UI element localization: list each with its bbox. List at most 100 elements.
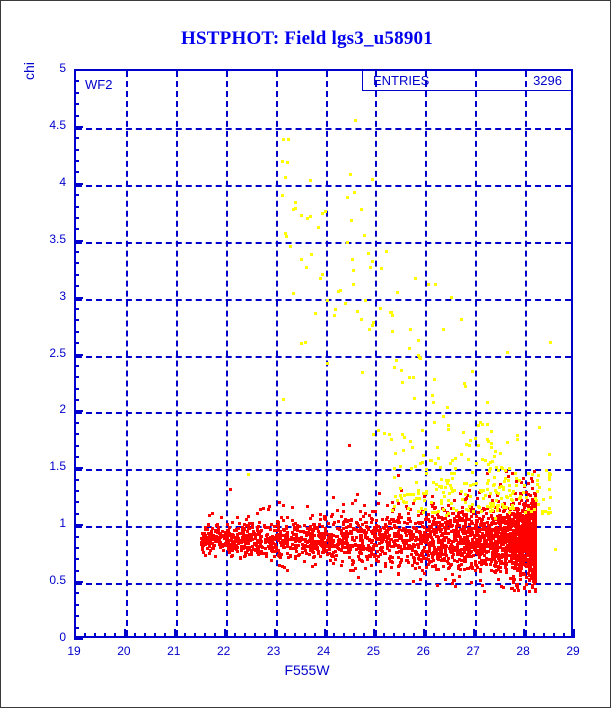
- data-point: [481, 517, 485, 521]
- x-tick: [563, 633, 566, 638]
- data-point: [274, 534, 278, 538]
- data-point: [519, 574, 523, 578]
- data-point: [437, 456, 441, 460]
- data-point: [376, 502, 380, 506]
- data-point: [411, 375, 415, 379]
- data-point: [243, 526, 247, 530]
- data-point: [414, 521, 418, 525]
- data-point: [414, 530, 418, 534]
- data-point: [530, 510, 534, 513]
- data-point: [305, 551, 309, 555]
- data-point: [292, 525, 296, 529]
- data-point: [503, 540, 507, 544]
- data-point: [485, 437, 489, 441]
- data-point: [387, 433, 391, 437]
- data-point: [279, 537, 283, 541]
- data-point: [548, 507, 552, 511]
- data-point: [440, 486, 444, 490]
- data-point: [328, 558, 332, 562]
- data-point: [409, 553, 413, 557]
- data-point: [431, 520, 435, 524]
- data-point: [205, 546, 209, 550]
- data-point: [463, 555, 467, 559]
- data-point: [482, 527, 486, 531]
- data-point: [474, 560, 478, 564]
- data-point: [445, 514, 449, 518]
- data-point: [517, 497, 521, 501]
- data-point: [452, 545, 456, 549]
- data-point: [214, 537, 218, 541]
- data-point: [491, 521, 495, 525]
- data-point: [370, 532, 374, 536]
- data-point: [229, 546, 233, 550]
- data-point: [226, 528, 230, 532]
- data-point: [317, 540, 321, 544]
- y-tick: [74, 160, 79, 163]
- data-point: [438, 485, 442, 489]
- y-tick: [74, 205, 79, 208]
- data-point: [475, 497, 479, 501]
- data-point: [418, 553, 422, 557]
- data-point: [494, 516, 498, 520]
- data-point: [432, 558, 436, 562]
- data-point: [521, 508, 525, 512]
- data-point: [469, 520, 473, 524]
- y-tick: [74, 478, 79, 481]
- data-point: [432, 543, 436, 547]
- data-point: [421, 511, 425, 515]
- data-point: [457, 542, 461, 546]
- data-point: [246, 514, 250, 518]
- data-point: [340, 545, 344, 549]
- data-point: [247, 547, 251, 551]
- data-point: [500, 503, 504, 507]
- data-point: [443, 558, 447, 562]
- data-point: [310, 548, 314, 552]
- data-point: [481, 531, 485, 535]
- data-point: [273, 524, 277, 528]
- data-point: [490, 557, 494, 561]
- data-point: [436, 446, 440, 450]
- data-point: [478, 506, 482, 510]
- data-point: [465, 508, 469, 512]
- y-tick-label: 4.5: [49, 117, 66, 132]
- data-point: [460, 518, 464, 522]
- data-point: [489, 560, 493, 564]
- data-point: [507, 528, 511, 532]
- data-point: [531, 584, 535, 588]
- data-point: [331, 542, 335, 546]
- data-point: [453, 549, 457, 553]
- data-point: [269, 535, 273, 539]
- data-point: [497, 540, 501, 544]
- data-point: [207, 542, 211, 546]
- data-point: [313, 554, 317, 558]
- data-point: [347, 543, 351, 547]
- x-tick: [293, 633, 296, 638]
- data-point: [447, 514, 451, 518]
- data-point: [235, 536, 239, 540]
- data-point: [460, 528, 464, 532]
- data-point: [523, 530, 527, 534]
- data-point: [531, 501, 535, 505]
- data-point: [519, 540, 523, 544]
- data-point: [330, 544, 334, 548]
- data-point: [525, 521, 529, 525]
- data-point: [324, 533, 328, 537]
- y-tick: [74, 444, 79, 447]
- data-point: [398, 537, 402, 541]
- data-point: [505, 526, 509, 530]
- data-point: [525, 504, 529, 508]
- data-point: [378, 491, 382, 495]
- data-point: [505, 506, 509, 510]
- data-point: [533, 507, 537, 511]
- data-point: [534, 533, 538, 537]
- data-point: [283, 534, 287, 538]
- data-point: [490, 569, 494, 573]
- data-point: [439, 548, 443, 552]
- data-point: [260, 534, 264, 538]
- data-point: [416, 338, 420, 342]
- data-point: [495, 526, 499, 530]
- y-tick: [74, 171, 79, 174]
- data-point: [486, 440, 490, 444]
- data-point: [345, 241, 349, 245]
- data-point: [406, 538, 410, 542]
